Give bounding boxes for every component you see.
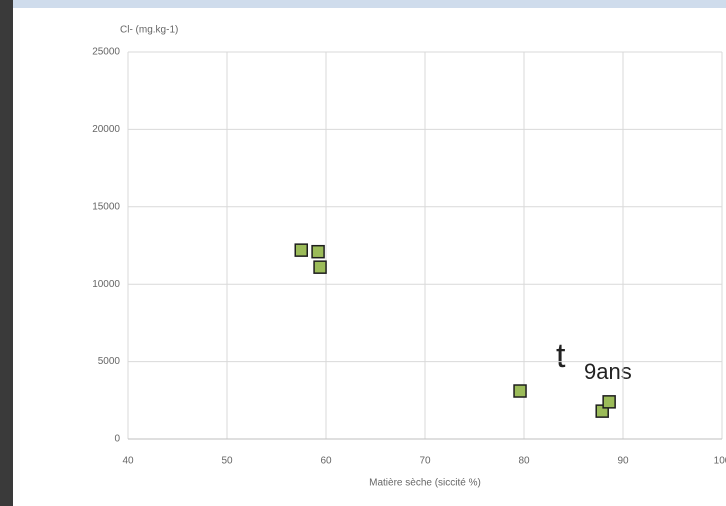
point [513,384,527,398]
y-tick-label: 20000 [92,124,120,135]
annotation: t [556,337,566,375]
x-tick-label: 80 [518,456,530,467]
point [311,244,325,259]
x-tick-label: 40 [122,456,134,467]
y-tick-label: 10000 [92,279,120,290]
x-tick-label: 100 [714,456,726,467]
x-tick-label: 90 [617,456,629,467]
y-axis-label: Cl- (mg.kg-1) [120,25,178,36]
x-tick-label: 70 [419,456,431,467]
point [602,395,616,409]
annotation-subscript: 9ans [584,359,632,384]
point [294,243,308,257]
x-tick-label: 50 [221,456,233,467]
y-tick-label: 15000 [92,201,120,212]
left-photo-strip [0,0,13,506]
point [313,260,327,274]
y-tick-label: 5000 [98,356,121,367]
x-axis-label: Matière sèche (siccité %) [369,478,481,489]
y-tick-label: 0 [114,434,120,445]
top-strip [0,0,726,8]
x-tick-label: 60 [320,456,332,467]
y-tick-label: 25000 [92,47,120,58]
